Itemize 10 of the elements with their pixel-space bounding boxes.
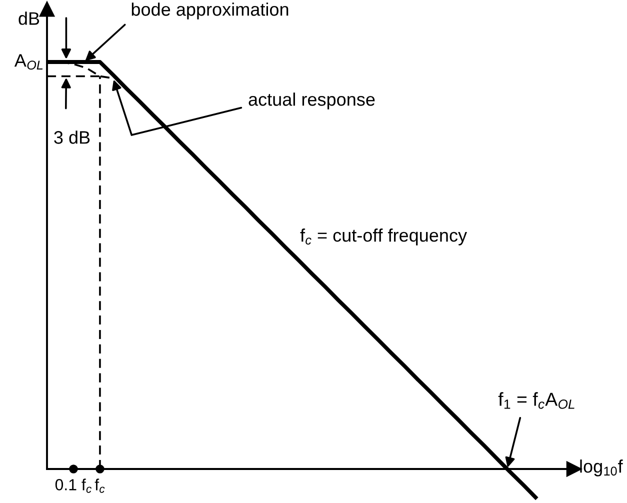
annotation: f$_{c}$ = cut-off frequency <box>300 228 468 246</box>
x-tick-label: f$_{c}$ <box>94 478 105 493</box>
y-axis-title: dB <box>18 12 40 25</box>
x-axis-title: log$_{10}$f <box>580 460 623 476</box>
annotation: f$_{1}$ = f$_{c}$A$_{OL}$ <box>498 392 574 409</box>
annotation: A$_{OL}$ <box>14 54 43 70</box>
x-tick-label: 0.1 f$_{c}$ <box>55 478 92 493</box>
text: actual response <box>248 92 375 110</box>
text: bode approximation <box>132 2 288 20</box>
annotation: 3 dB <box>54 130 90 144</box>
